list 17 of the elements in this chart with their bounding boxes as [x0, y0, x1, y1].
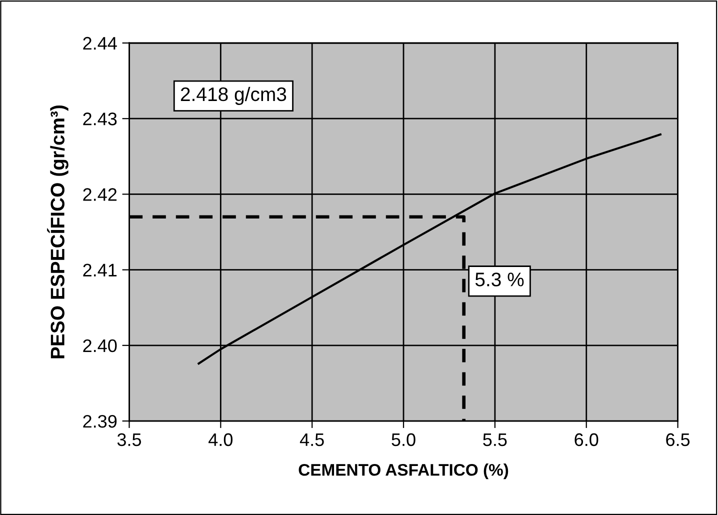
y-tick-label: 2.40: [83, 339, 117, 352]
x-tick-label: 6.5: [666, 433, 690, 446]
x-tick-label: 4.5: [300, 433, 324, 446]
x-tick-label: 3.5: [117, 433, 142, 446]
x-tick-label: 6.0: [574, 433, 598, 446]
y-tick-label: 2.44: [83, 36, 117, 50]
annotation: 5.3 %: [475, 272, 524, 286]
x-axis-title: CEMENTO ASFALTICO (%): [298, 464, 508, 480]
y-axis-title: PESO ESPECÍFICO (gr/cm³): [47, 105, 68, 358]
annotation: 2.418 g/cm3: [180, 86, 286, 105]
y-tick-label: 2.42: [83, 188, 117, 201]
x-tick-label: 4.0: [208, 433, 233, 446]
x-tick-label: 5.0: [392, 433, 416, 446]
y-tick-label: 2.41: [83, 264, 117, 276]
y-tick-label: 2.43: [83, 112, 117, 126]
x-tick-label: 5.5: [483, 433, 507, 446]
y-tick-label: 2.39: [83, 414, 117, 428]
